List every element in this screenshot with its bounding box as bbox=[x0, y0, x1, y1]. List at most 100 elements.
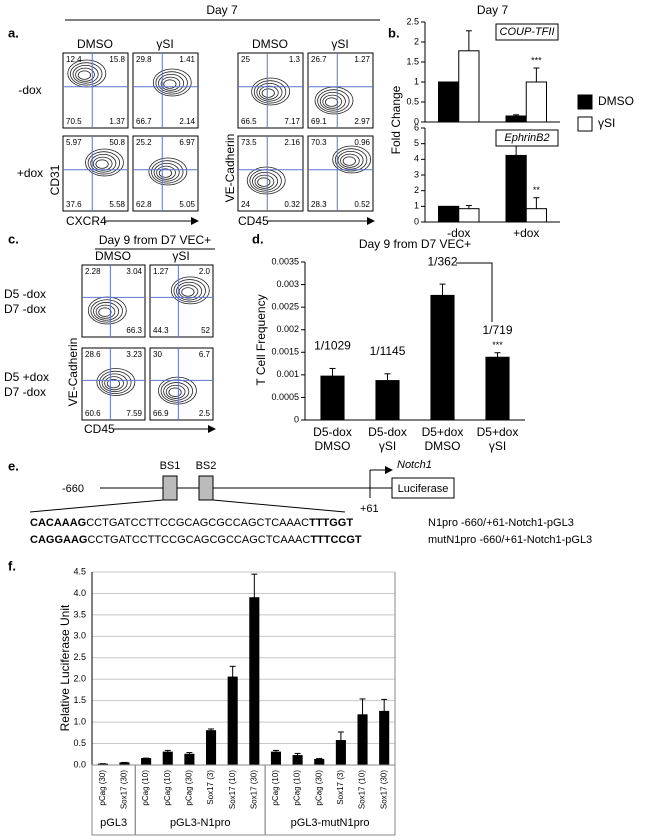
quadrant-percent: 2.14 bbox=[179, 117, 195, 126]
x-tick-label: D5-dox γSI bbox=[368, 425, 407, 453]
contour bbox=[170, 276, 210, 305]
contour bbox=[158, 168, 173, 178]
quadrant-percent: 0.52 bbox=[354, 200, 370, 209]
quadrant-percent: 2.0 bbox=[199, 267, 211, 276]
quadrant-percent: 70.3 bbox=[311, 138, 327, 147]
y-axis-label: T Cell Frequency bbox=[254, 294, 268, 385]
contour bbox=[99, 370, 132, 394]
motif: CAGGAAG bbox=[30, 534, 87, 546]
quadrant-percent: 0.96 bbox=[354, 138, 370, 147]
panel-label: f. bbox=[8, 558, 16, 573]
y-tick-label: 2.0 bbox=[73, 674, 86, 684]
contour bbox=[90, 299, 123, 323]
contour bbox=[72, 65, 99, 84]
y-tick-label: 0.0035 bbox=[271, 256, 299, 266]
motif: CACAAAG bbox=[30, 517, 86, 529]
column-header: γSI bbox=[172, 249, 189, 263]
contour bbox=[178, 284, 199, 299]
contour bbox=[156, 165, 176, 180]
significance-label: ** bbox=[533, 185, 541, 195]
contour bbox=[160, 379, 194, 403]
quadrant-percent: 2.97 bbox=[354, 117, 370, 126]
quadrant-percent: 62.8 bbox=[136, 200, 152, 209]
group-label: pGL3 bbox=[100, 817, 127, 829]
bar bbox=[458, 208, 480, 223]
legend-label: γSI bbox=[598, 116, 615, 130]
y-tick-label: 0.0 bbox=[73, 759, 86, 769]
x-tick-label: pCag (10) bbox=[163, 770, 172, 806]
value-label: 1/362 bbox=[427, 254, 457, 268]
panel-label: e. bbox=[8, 458, 19, 473]
contour bbox=[148, 157, 188, 186]
axis-label: CXCR4 bbox=[66, 214, 107, 228]
x-tick-label: D5+dox DMSO bbox=[421, 425, 464, 453]
panel-title: Day 9 from D7 VEC+ bbox=[99, 233, 211, 247]
row-label: -dox bbox=[18, 83, 41, 97]
quadrant-percent: 25.2 bbox=[136, 138, 152, 147]
bar bbox=[162, 751, 173, 766]
y-tick-label: 0 bbox=[414, 216, 419, 226]
contour bbox=[158, 376, 197, 405]
flow-plot-frame bbox=[62, 52, 129, 129]
quadrant-percent: 60.6 bbox=[85, 409, 101, 418]
x-tick-label: pCag (30) bbox=[98, 770, 107, 806]
significance-label: *** bbox=[492, 340, 503, 350]
contour bbox=[257, 177, 271, 187]
contour bbox=[153, 163, 180, 182]
x-tick-label: +dox bbox=[513, 226, 539, 240]
contour bbox=[181, 287, 195, 297]
y-tick-label: 0.003 bbox=[276, 279, 299, 289]
quadrant-percent: 1.41 bbox=[179, 55, 195, 64]
quadrant-percent: 66.5 bbox=[241, 117, 257, 126]
site-label: BS2 bbox=[196, 460, 217, 472]
zoom-line bbox=[212, 499, 346, 513]
quadrant-percent: 3.23 bbox=[126, 350, 142, 359]
column-header: DMSO bbox=[77, 37, 113, 51]
contour bbox=[319, 92, 346, 111]
x-tick-label: pCag (10) bbox=[141, 770, 150, 806]
x-tick-label: pCag (10) bbox=[271, 770, 280, 806]
quadrant-percent: 44.3 bbox=[153, 326, 169, 335]
y-tick-label: 0 bbox=[414, 116, 419, 126]
quadrant-percent: 0.32 bbox=[284, 200, 300, 209]
construct-name: N1pro -660/+61-Notch1-pGL3 bbox=[428, 517, 574, 529]
y-tick-label: 0.5 bbox=[73, 738, 86, 748]
legend-swatch bbox=[577, 116, 593, 132]
quadrant-percent: 52 bbox=[201, 326, 210, 335]
binding-site bbox=[198, 475, 214, 501]
contour bbox=[246, 166, 286, 195]
quadrant-percent: 1.37 bbox=[109, 117, 125, 126]
contour bbox=[252, 172, 279, 191]
contour bbox=[332, 145, 372, 174]
contour bbox=[104, 376, 124, 391]
contour bbox=[334, 148, 368, 172]
quadrant-percent: 66.9 bbox=[153, 409, 169, 418]
column-header: γSI bbox=[331, 37, 348, 51]
contour bbox=[95, 304, 116, 319]
contour bbox=[75, 67, 95, 82]
quadrant-percent: 1.3 bbox=[289, 55, 301, 64]
contour bbox=[168, 387, 182, 397]
quadrant-percent: 70.5 bbox=[66, 117, 82, 126]
x-tick-label: D5+dox γSI bbox=[476, 425, 519, 453]
contour bbox=[152, 68, 192, 97]
y-tick-label: 1 bbox=[414, 201, 419, 211]
axis-label: VE-Cadherin bbox=[223, 134, 237, 203]
significance-label: *** bbox=[531, 55, 542, 65]
bar bbox=[205, 730, 217, 766]
quadrant-percent: 5.58 bbox=[109, 200, 125, 209]
contour bbox=[325, 97, 339, 107]
bar bbox=[485, 356, 510, 421]
contour bbox=[163, 382, 190, 401]
y-tick-label: 0 bbox=[294, 414, 299, 424]
gene-label: COUP-TFII bbox=[500, 26, 555, 38]
contour bbox=[93, 302, 120, 321]
bar bbox=[292, 755, 303, 766]
contour bbox=[90, 154, 117, 173]
quadrant-percent: 66.3 bbox=[126, 326, 142, 335]
value-label: 1/1029 bbox=[314, 339, 351, 353]
bar bbox=[227, 676, 238, 766]
contour bbox=[95, 159, 109, 169]
y-tick-label: 3.5 bbox=[73, 609, 86, 619]
